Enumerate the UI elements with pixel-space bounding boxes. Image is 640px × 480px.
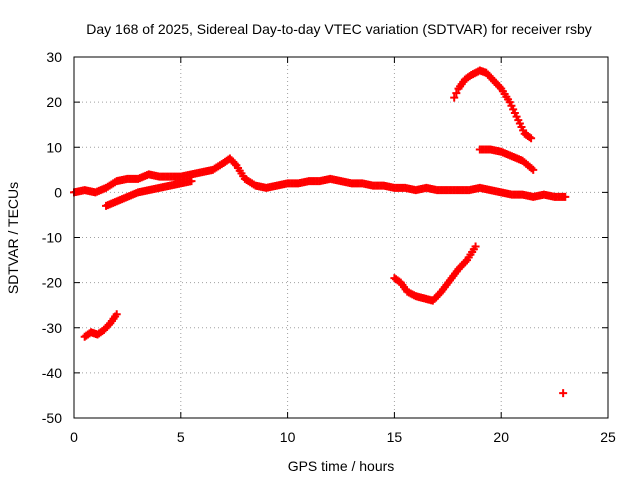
data-point [525, 133, 534, 142]
data-point [450, 93, 459, 102]
x-tick-label: 10 [280, 429, 296, 445]
data-point [561, 192, 570, 201]
x-tick-label: 0 [70, 429, 78, 445]
series-morning-cluster [80, 310, 121, 341]
y-tick-label: 30 [46, 49, 62, 65]
y-tick-label: -20 [42, 275, 62, 291]
y-axis-label: SDTVAR / TECUs [5, 182, 21, 294]
x-tick-label: 15 [387, 429, 403, 445]
y-tick-label: -50 [42, 410, 62, 426]
x-tick-label: 25 [600, 429, 616, 445]
x-tick-label: 20 [493, 429, 509, 445]
data-point [112, 310, 121, 319]
x-tick-label: 5 [177, 429, 185, 445]
y-tick-label: 20 [46, 94, 62, 110]
y-tick-label: -40 [42, 365, 62, 381]
series-lower-arc [390, 242, 480, 305]
data-points [70, 66, 570, 398]
y-tick-label: -30 [42, 320, 62, 336]
series-upper-arc [450, 66, 536, 143]
y-tick-labels: -50 -40 -30 -20 -10 0 10 20 30 [42, 49, 62, 426]
x-axis-label: GPS time / hours [288, 458, 395, 474]
data-point [559, 389, 568, 398]
series-lower-rising-track [102, 177, 196, 210]
series-late-track [475, 145, 538, 174]
y-tick-label: -10 [42, 230, 62, 246]
grid-lines [74, 57, 608, 418]
y-tick-label: 0 [54, 184, 62, 200]
y-tick-label: 10 [46, 139, 62, 155]
chart-title: Day 168 of 2025, Sidereal Day-to-day VTE… [86, 21, 592, 37]
plot-frame [73, 56, 609, 419]
data-point [452, 89, 461, 98]
data-point [527, 134, 536, 143]
data-point [529, 165, 538, 174]
data-point [471, 242, 480, 251]
series-main-track [70, 154, 570, 201]
x-tick-labels: 0 5 10 15 20 25 [70, 429, 616, 445]
data-point [187, 177, 196, 186]
series-outlier [559, 389, 568, 398]
